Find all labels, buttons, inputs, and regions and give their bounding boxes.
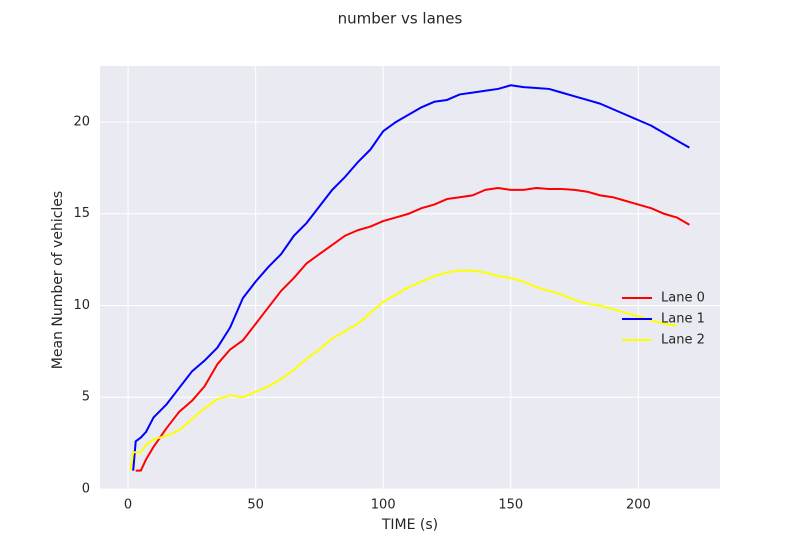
x-tick-label: 100 bbox=[371, 498, 396, 513]
x-tick-label: 150 bbox=[498, 498, 523, 513]
x-tick-label: 50 bbox=[247, 498, 264, 513]
chart-title: number vs lanes bbox=[338, 10, 463, 28]
x-tick-label: 200 bbox=[626, 498, 651, 513]
y-tick-label: 15 bbox=[73, 206, 90, 221]
y-axis-label: Mean Number of vehicles bbox=[50, 191, 66, 369]
line bbox=[129, 269, 677, 471]
legend-label: Lane 2 bbox=[661, 333, 705, 348]
x-tick-label: 0 bbox=[124, 498, 132, 513]
line bbox=[132, 84, 690, 471]
plot-area bbox=[100, 66, 720, 489]
line bbox=[135, 187, 690, 472]
y-tick-label: 5 bbox=[82, 390, 90, 405]
x-axis-label: TIME (s) bbox=[381, 517, 438, 533]
y-tick-label: 0 bbox=[82, 482, 90, 497]
y-tick-label: 20 bbox=[73, 114, 90, 129]
legend-label: Lane 1 bbox=[661, 312, 705, 327]
y-tick-label: 10 bbox=[73, 298, 90, 313]
legend-label: Lane 0 bbox=[661, 291, 705, 306]
